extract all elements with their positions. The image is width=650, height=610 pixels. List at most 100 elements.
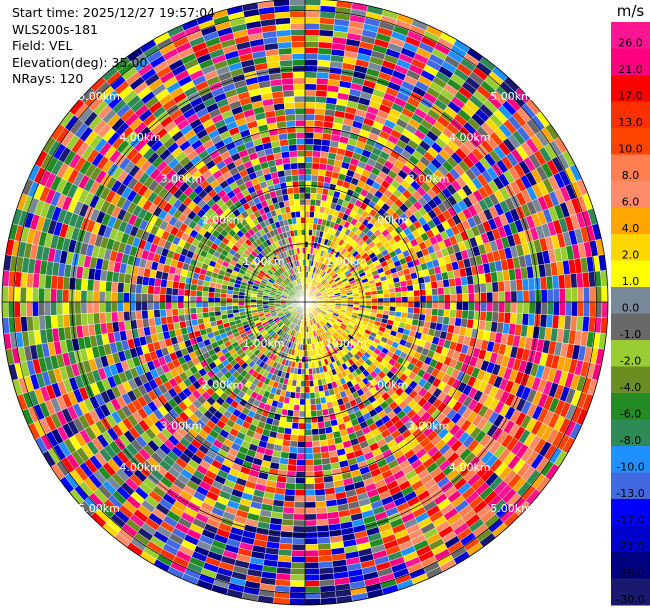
velocity-bin	[44, 301, 51, 316]
velocity-bin	[418, 313, 426, 322]
velocity-bin	[20, 272, 28, 288]
velocity-bin	[510, 301, 518, 314]
velocity-bin	[371, 301, 378, 306]
velocity-bin	[395, 306, 402, 313]
velocity-bin	[376, 289, 384, 295]
velocity-bin	[552, 301, 560, 316]
velocity-bin	[509, 312, 517, 325]
velocity-bin	[510, 290, 518, 303]
velocity-bin	[516, 290, 524, 303]
velocity-bin	[304, 0, 322, 6]
velocity-bin	[444, 294, 451, 303]
velocity-bin	[110, 291, 118, 303]
velocity-bin	[86, 312, 95, 325]
velocity-bin	[444, 301, 451, 310]
velocity-bin	[431, 301, 439, 310]
velocity-bin	[293, 519, 306, 527]
velocity-bin	[304, 229, 309, 236]
velocity-bin	[153, 301, 160, 311]
velocity-bin	[304, 513, 317, 521]
velocity-bin	[226, 309, 234, 315]
velocity-bin	[184, 313, 192, 322]
velocity-bin	[304, 562, 320, 569]
velocity-bin	[320, 0, 337, 7]
velocity-bin	[314, 397, 322, 405]
velocity-bin	[277, 554, 292, 563]
velocity-bin	[515, 312, 524, 325]
velocity-bin	[315, 90, 328, 98]
velocity-bin	[383, 301, 390, 307]
velocity-bin	[32, 315, 40, 331]
velocity-bin	[160, 278, 168, 288]
velocity-bin	[564, 315, 572, 331]
velocity-bin	[318, 41, 333, 50]
velocity-bin	[304, 422, 312, 430]
velocity-bin	[50, 314, 59, 329]
velocity-bin	[294, 392, 301, 399]
velocity-bin	[304, 53, 319, 61]
velocity-bin	[304, 386, 310, 394]
velocity-bin	[300, 374, 306, 381]
velocity-bin	[320, 396, 327, 405]
velocity-bin	[38, 315, 46, 331]
velocity-bin	[300, 386, 306, 394]
velocity-bin	[256, 304, 263, 308]
velocity-bin	[359, 298, 366, 303]
velocity-bin	[528, 301, 536, 315]
velocity-bin	[545, 314, 554, 329]
velocity-bin	[312, 446, 321, 454]
velocity-bin	[389, 292, 396, 298]
velocity-bin	[141, 301, 148, 311]
velocity-bin	[521, 278, 530, 291]
velocity-bin	[220, 301, 227, 307]
velocity-bin	[166, 280, 174, 289]
velocity-bin	[318, 561, 334, 569]
velocity-bin	[316, 409, 324, 417]
velocity-bin	[80, 278, 89, 291]
velocity-bin	[308, 362, 313, 369]
velocity-bin	[571, 301, 578, 317]
velocity-bin	[462, 301, 469, 311]
velocity-bin	[74, 301, 82, 315]
velocity-bin	[577, 287, 584, 303]
velocity-bin	[304, 156, 313, 163]
velocity-bin	[172, 280, 180, 289]
velocity-bin	[282, 506, 295, 514]
velocity-bin	[570, 273, 578, 289]
velocity-bin	[298, 422, 306, 430]
velocity-bin	[589, 301, 597, 318]
velocity-bin	[491, 311, 499, 323]
velocity-bin	[304, 459, 314, 466]
velocity-bin	[442, 316, 450, 326]
velocity-bin	[275, 579, 291, 587]
velocity-bin	[111, 311, 119, 323]
velocity-bin	[317, 542, 332, 551]
velocity-bin	[304, 59, 318, 67]
velocity-bin	[557, 274, 566, 289]
velocity-bin	[304, 356, 309, 363]
velocity-bin	[314, 108, 326, 116]
velocity-bin	[552, 288, 560, 303]
velocity-bin	[304, 495, 316, 503]
velocity-bin	[449, 286, 457, 295]
velocity-bin	[456, 293, 463, 303]
velocity-bin	[437, 308, 445, 317]
velocity-bin	[301, 362, 306, 369]
velocity-bin	[226, 301, 233, 307]
velocity-bin	[99, 312, 107, 324]
velocity-bin	[347, 296, 354, 300]
velocity-bin	[147, 301, 154, 311]
velocity-bin	[455, 285, 463, 295]
velocity-bin	[304, 138, 314, 145]
velocity-bin	[116, 292, 124, 303]
velocity-bin	[105, 280, 113, 293]
velocity-bin	[190, 313, 198, 321]
velocity-bin	[504, 291, 512, 303]
velocity-bin	[195, 296, 203, 303]
velocity-bin	[159, 286, 167, 295]
velocity-bin	[281, 518, 294, 527]
velocity-bin	[412, 283, 420, 291]
velocity-bin	[377, 301, 384, 307]
velocity-bin	[304, 10, 321, 18]
velocity-bin	[383, 292, 390, 299]
